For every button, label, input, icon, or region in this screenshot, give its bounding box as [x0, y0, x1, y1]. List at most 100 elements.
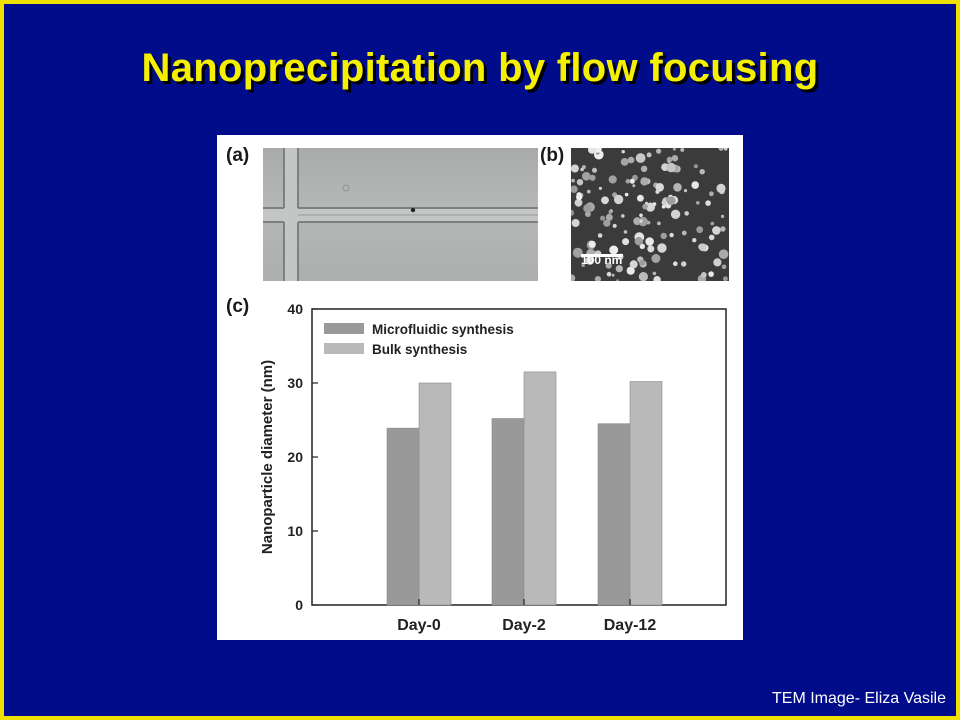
nanoparticle	[639, 219, 643, 223]
microchannel-micrograph	[263, 148, 538, 281]
nanoparticle	[656, 148, 662, 154]
nanoparticle	[623, 230, 628, 234]
nanoparticle	[582, 171, 591, 181]
nanoparticle	[612, 223, 617, 228]
x-tick-label: Day-12	[604, 617, 657, 634]
bar-microfluidic	[386, 427, 420, 606]
nanoparticle	[586, 189, 591, 194]
legend-swatch	[324, 343, 364, 354]
nanoparticle	[585, 256, 595, 265]
legend-label: Bulk synthesis	[372, 342, 467, 357]
nanoparticle	[681, 230, 687, 236]
nanoparticle	[637, 194, 644, 202]
nanoparticle	[613, 194, 624, 205]
nanoparticle	[589, 174, 596, 181]
y-tick-label: 30	[287, 375, 303, 391]
nanoparticle	[713, 258, 722, 267]
x-tick-label: Day-2	[502, 617, 546, 634]
nanoparticle	[571, 164, 579, 173]
scale-bar	[581, 254, 623, 257]
nanoparticle	[655, 183, 664, 192]
nanoparticle	[601, 196, 609, 205]
bar-bulk	[523, 371, 557, 606]
nanoparticle	[597, 233, 603, 238]
nanoparticle	[708, 271, 714, 277]
nanoparticle	[608, 210, 612, 214]
nanoparticle	[639, 213, 643, 218]
nanoparticle	[716, 183, 726, 193]
nanoparticle	[600, 215, 606, 221]
nanoparticle	[680, 148, 685, 152]
nanoparticle	[691, 181, 699, 189]
nanoparticle	[629, 178, 635, 184]
legend-label: Microfluidic synthesis	[372, 322, 514, 337]
figure-panel: (a) (b) (c) 100 nm	[217, 135, 743, 640]
nanoparticle	[588, 148, 597, 154]
nanoparticle	[708, 234, 715, 241]
nanoparticle	[571, 274, 576, 281]
nanoparticle	[699, 169, 705, 175]
nanoparticle	[723, 148, 728, 151]
nanoparticle	[574, 198, 583, 207]
nanoparticle	[673, 261, 678, 266]
nanoparticle	[647, 245, 655, 253]
bar-bulk	[629, 381, 663, 606]
diameter-bar-chart: 0 10 20 30 40 Nanoparticle diameter (nm) Day-0…	[259, 301, 727, 634]
nanoparticle	[594, 276, 601, 281]
nanoparticle	[603, 219, 611, 227]
nanoparticle	[606, 271, 612, 277]
nanoparticle	[651, 254, 661, 263]
y-axis-label: Nanoparticle diameter (nm)	[259, 360, 276, 554]
nanoparticle	[608, 175, 617, 184]
nanoparticle	[571, 178, 575, 183]
nanoparticle	[645, 202, 655, 212]
nanoparticle	[667, 159, 671, 163]
nanoparticle	[696, 201, 700, 205]
nanoparticle	[683, 189, 688, 193]
nanoparticle	[616, 279, 619, 281]
nanoparticle	[632, 184, 636, 188]
nanoparticle	[634, 237, 643, 246]
nanoparticle	[699, 243, 707, 252]
legend-swatch	[324, 323, 364, 334]
nanoparticle	[712, 226, 721, 235]
nanoparticle	[646, 152, 652, 158]
image-credit: TEM Image- Eliza Vasile	[772, 690, 946, 707]
slide-title: Nanoprecipitation by flow focusing	[141, 46, 819, 90]
nanoparticle	[705, 200, 711, 206]
nanoparticle	[576, 179, 584, 186]
y-tick-label: 40	[287, 301, 303, 317]
nanoparticle	[652, 271, 657, 276]
nanoparticle	[721, 214, 725, 218]
microchannel-junction-image	[263, 148, 538, 281]
nanoparticle	[645, 237, 654, 246]
scale-bar-label: 100 nm	[581, 253, 623, 267]
nanoparticle	[625, 179, 631, 184]
bar-microfluidic	[491, 418, 525, 606]
nanoparticle	[598, 186, 602, 190]
nanoparticle	[571, 185, 578, 193]
nanoparticle	[605, 213, 613, 221]
panel-a-label: (a)	[226, 145, 250, 166]
nanoparticle	[718, 148, 724, 151]
nanoparticle	[626, 266, 635, 275]
nanoparticle	[666, 162, 676, 173]
bar-microfluidic	[597, 423, 631, 606]
nanoparticle	[709, 191, 714, 197]
panel-c-label: (c)	[226, 296, 250, 317]
nanoparticle-texture	[571, 148, 729, 281]
tem-image: 100 nm	[571, 148, 729, 281]
nanoparticle	[584, 211, 591, 217]
nanoparticle	[605, 262, 612, 269]
nanoparticle	[580, 167, 584, 172]
nanoparticle	[571, 209, 575, 216]
bar-bulk	[418, 382, 452, 606]
nanoparticle	[624, 192, 629, 197]
nanoparticle	[700, 272, 707, 278]
nanoparticle	[673, 183, 682, 192]
nanoparticle	[629, 260, 638, 269]
nanoparticle	[696, 226, 704, 234]
nanoparticle	[671, 155, 679, 162]
nanoparticle	[672, 148, 676, 151]
